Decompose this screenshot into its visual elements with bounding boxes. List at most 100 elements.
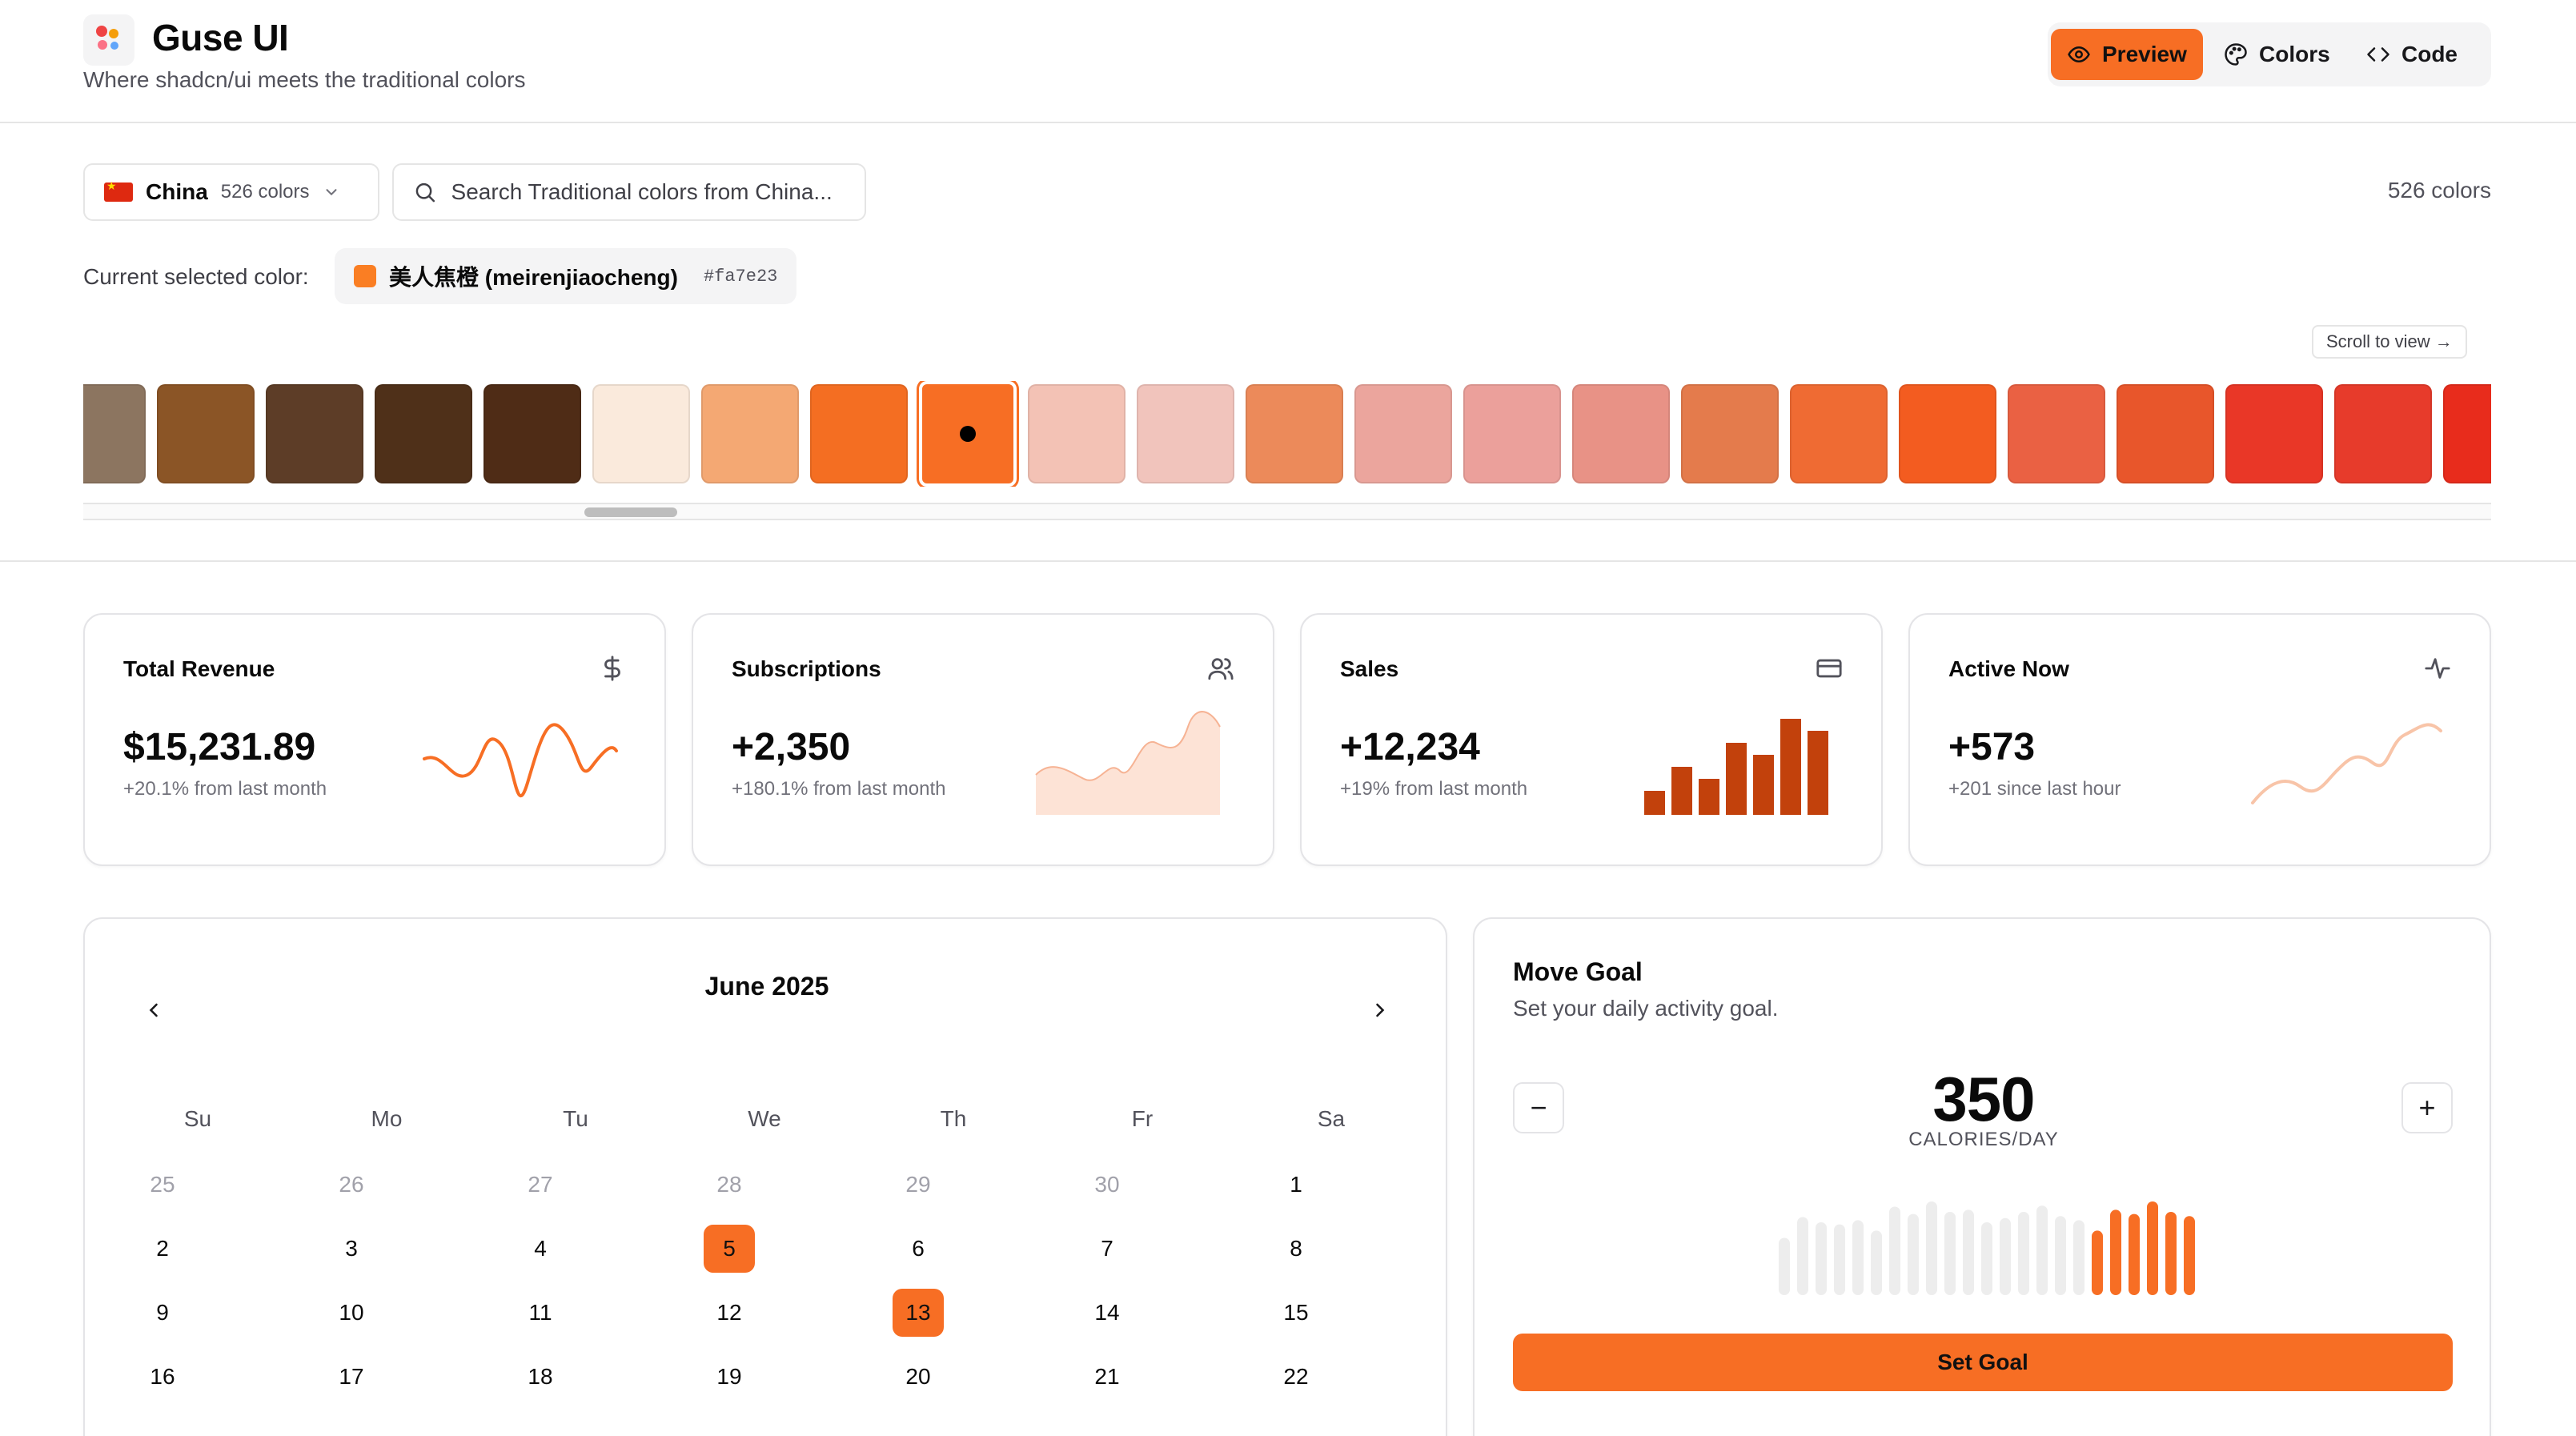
calendar-day[interactable]: 14 <box>1094 1300 1120 1325</box>
calendar-day[interactable]: 4 <box>534 1236 547 1261</box>
country-color-count: 526 colors <box>220 181 310 203</box>
goal-bar <box>1981 1222 1992 1295</box>
calendar-day[interactable]: 29 <box>905 1172 931 1197</box>
activity-icon <box>2425 658 2450 679</box>
increment-goal-button[interactable]: + <box>2401 1082 2453 1133</box>
calendar-day[interactable]: 16 <box>150 1364 175 1389</box>
chevron-left-icon <box>149 1003 158 1017</box>
color-swatch[interactable] <box>1028 384 1125 483</box>
goal-bar <box>1944 1212 1956 1295</box>
color-swatch[interactable] <box>1681 384 1779 483</box>
active-now-sparkline <box>2251 723 2442 804</box>
calendar-day[interactable]: 26 <box>339 1172 364 1197</box>
color-swatch[interactable] <box>1572 384 1670 483</box>
stat-value: +2,350 <box>732 726 851 768</box>
goal-bar <box>2092 1230 2103 1295</box>
color-swatch[interactable] <box>701 384 799 483</box>
dollar-icon <box>604 656 620 681</box>
color-swatch[interactable] <box>266 384 363 483</box>
color-swatch[interactable] <box>2117 384 2214 483</box>
calendar-day[interactable]: 20 <box>905 1364 931 1389</box>
color-swatch[interactable] <box>2008 384 2105 483</box>
goal-bar <box>1908 1213 1919 1295</box>
calendar-day[interactable]: 11 <box>528 1300 552 1325</box>
goal-bar <box>2165 1212 2177 1295</box>
color-swatch[interactable] <box>375 384 472 483</box>
color-swatch[interactable] <box>2443 384 2491 483</box>
credit-card-icon <box>1816 659 1842 678</box>
calendar-day-selected[interactable]: 13 <box>893 1289 944 1337</box>
weekday-label: Fr <box>1131 1106 1154 1131</box>
stat-card-sales: Sales +12,234 +19% from last month <box>1300 613 1883 866</box>
color-swatch[interactable] <box>157 384 255 483</box>
tab-preview[interactable]: Preview <box>2051 29 2203 80</box>
goal-bar <box>1889 1206 1900 1295</box>
color-swatch[interactable] <box>484 384 581 483</box>
calendar-day[interactable]: 15 <box>1283 1300 1309 1325</box>
goal-history-bars <box>1779 1201 2195 1295</box>
goal-bar <box>1926 1201 1937 1295</box>
stat-title: Sales <box>1340 656 1399 681</box>
app-header: Guse UI Where shadcn/ui meets the tradit… <box>0 0 2576 123</box>
goal-bar <box>2147 1201 2158 1295</box>
weekday-label: We <box>748 1106 781 1131</box>
calendar-day[interactable]: 1 <box>1290 1172 1302 1197</box>
goal-bar <box>2184 1216 2195 1295</box>
calendar-day[interactable]: 8 <box>1290 1236 1302 1261</box>
color-swatch[interactable] <box>592 384 690 483</box>
color-swatch[interactable] <box>1899 384 1996 483</box>
calendar-day[interactable]: 6 <box>912 1236 925 1261</box>
search-icon <box>415 183 435 203</box>
color-swatch[interactable] <box>1246 384 1343 483</box>
calendar-day[interactable]: 9 <box>156 1300 169 1325</box>
color-swatch-strip[interactable] <box>83 381 2491 487</box>
swatch-scrollbar[interactable] <box>83 503 2491 520</box>
calendar-next-button[interactable] <box>1358 988 1402 1033</box>
calendar-month-title: June 2025 <box>704 972 829 1001</box>
search-input[interactable] <box>451 179 845 205</box>
calendar-day[interactable]: 7 <box>1101 1236 1113 1261</box>
calendar-day[interactable]: 21 <box>1094 1364 1120 1389</box>
color-swatch[interactable] <box>1354 384 1452 483</box>
color-swatch[interactable] <box>1790 384 1888 483</box>
tab-colors-label: Colors <box>2259 42 2330 66</box>
country-select[interactable]: China 526 colors <box>83 163 379 221</box>
calendar-day[interactable]: 28 <box>716 1172 742 1197</box>
calendar-day-selected[interactable]: 5 <box>704 1225 755 1273</box>
weekday-label: Th <box>940 1106 967 1131</box>
current-color-name: 美人焦橙 (meirenjiaocheng) <box>389 265 678 290</box>
set-goal-button[interactable]: Set Goal <box>1513 1334 2453 1391</box>
calendar-day[interactable]: 3 <box>345 1236 358 1261</box>
color-swatch[interactable] <box>2334 384 2432 483</box>
color-swatch[interactable] <box>83 384 146 483</box>
calendar-day[interactable]: 19 <box>716 1364 742 1389</box>
calendar-day[interactable]: 22 <box>1283 1364 1309 1389</box>
stat-card-active-now: Active Now +573 +201 since last hour <box>1908 613 2491 866</box>
calendar-day[interactable]: 25 <box>150 1172 175 1197</box>
stat-subtext: +180.1% from last month <box>732 778 946 800</box>
calendar-day[interactable]: 18 <box>528 1364 553 1389</box>
calendar-day[interactable]: 27 <box>528 1172 553 1197</box>
color-swatch[interactable] <box>919 381 1017 487</box>
color-swatch[interactable] <box>810 384 908 483</box>
tab-code[interactable]: Code <box>2350 29 2474 80</box>
color-swatch[interactable] <box>1137 384 1234 483</box>
app-logo <box>83 14 134 66</box>
stat-title: Active Now <box>1948 656 2069 681</box>
calendar-day[interactable]: 12 <box>716 1300 742 1325</box>
calendar-day[interactable]: 30 <box>1094 1172 1120 1197</box>
calendar-day[interactable]: 10 <box>339 1300 364 1325</box>
calendar-prev-button[interactable] <box>131 988 176 1033</box>
tab-colors[interactable]: Colors <box>2208 29 2346 80</box>
calendar-day[interactable]: 2 <box>156 1236 169 1261</box>
color-swatch[interactable] <box>2225 384 2323 483</box>
calendar-day[interactable]: 17 <box>339 1364 364 1389</box>
swatch-scrollbar-thumb[interactable] <box>584 507 677 517</box>
chevron-down-icon <box>326 189 337 196</box>
decrement-goal-button[interactable]: − <box>1513 1082 1564 1133</box>
stat-value: +573 <box>1948 726 2036 768</box>
color-swatch[interactable] <box>1463 384 1561 483</box>
goal-bar <box>2036 1205 2048 1295</box>
stat-card-revenue: Total Revenue $15,231.89 +20.1% from las… <box>83 613 666 866</box>
goal-unit: CALORIES/DAY <box>1908 1129 2059 1150</box>
